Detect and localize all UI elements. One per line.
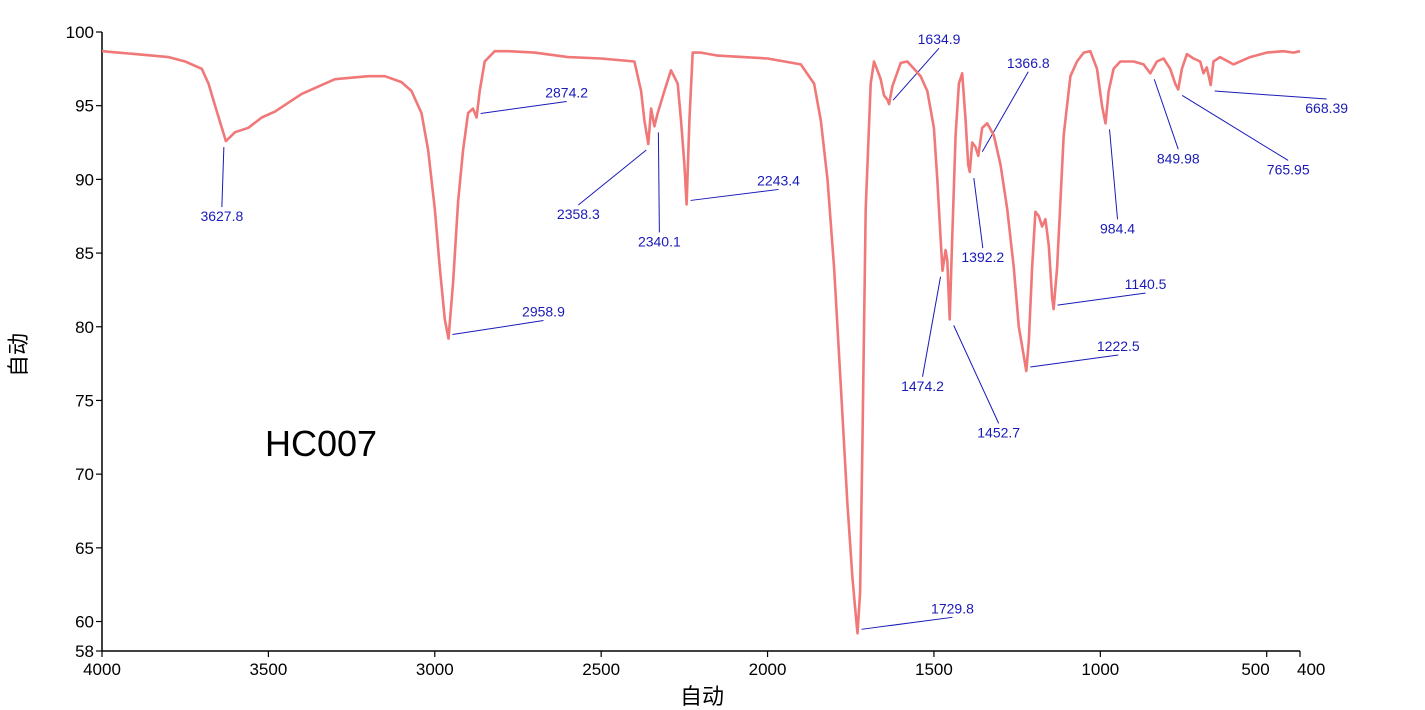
x-tick-label: 1000 xyxy=(1081,660,1119,679)
x-tick-label: 2000 xyxy=(749,660,787,679)
peak-leader-line xyxy=(1153,79,1179,150)
y-tick-label: 65 xyxy=(75,539,94,558)
spectrum-line xyxy=(101,49,1301,635)
y-tick-label: 90 xyxy=(75,170,94,189)
peak-leader-line xyxy=(892,47,940,101)
peak-leader-line xyxy=(973,177,984,249)
sample-label: HC007 xyxy=(265,423,377,464)
x-tick-label: 400 xyxy=(1297,660,1325,679)
peak-leader-lines xyxy=(221,47,1327,630)
y-tick-label: 85 xyxy=(75,244,94,263)
peak-leader-line xyxy=(578,149,647,206)
peak-leader-line xyxy=(1109,129,1119,220)
peak-leader-line xyxy=(861,616,953,630)
x-ticks: 4000 3500 3000 2500 2000 1500 1000 500 400 xyxy=(83,651,1325,679)
peak-leader-line xyxy=(1030,354,1119,368)
peak-leader-line xyxy=(981,71,1029,153)
peak-leader-line xyxy=(1057,292,1146,306)
y-ticks: 100 95 90 85 80 75 70 65 60 58 xyxy=(66,23,102,661)
peak-label: 1474.2 xyxy=(901,378,944,394)
peak-label: 2340.1 xyxy=(638,233,681,249)
x-tick-label: 3500 xyxy=(249,660,287,679)
peak-label: 1634.9 xyxy=(918,31,961,47)
peak-label: 1392.2 xyxy=(961,249,1004,265)
peak-leader-line xyxy=(922,276,942,377)
peak-label: 765.95 xyxy=(1267,161,1310,177)
peak-leader-line xyxy=(953,325,1000,424)
y-tick-label: 75 xyxy=(75,391,94,410)
peak-leader-line xyxy=(480,100,567,114)
peak-leader-line xyxy=(452,320,544,336)
peak-label: 849.98 xyxy=(1157,150,1200,166)
peak-leader-line xyxy=(1181,95,1289,161)
y-tick-label: 58 xyxy=(75,642,94,661)
peak-leader-line xyxy=(1214,90,1327,100)
peak-leader-line xyxy=(690,188,779,201)
peak-label: 1452.7 xyxy=(977,424,1020,440)
y-tick-label: 70 xyxy=(75,465,94,484)
y-axis-title: 自动 xyxy=(7,333,32,377)
y-tick-label: 100 xyxy=(66,23,94,42)
y-tick-label: 60 xyxy=(75,613,94,632)
peak-label: 2874.2 xyxy=(545,84,588,100)
peak-label: 3627.8 xyxy=(200,208,243,224)
x-tick-label: 4000 xyxy=(83,660,121,679)
peak-label: 668.39 xyxy=(1305,100,1348,116)
peak-label: 1140.5 xyxy=(1125,276,1167,292)
x-axis-title: 自动 xyxy=(680,685,724,710)
x-tick-label: 2500 xyxy=(582,660,620,679)
peak-label: 984.4 xyxy=(1100,220,1135,236)
x-tick-label: 1500 xyxy=(915,660,953,679)
y-tick-label: 80 xyxy=(75,318,94,337)
x-tick-label: 500 xyxy=(1241,660,1269,679)
peak-label: 2958.9 xyxy=(522,304,565,320)
peak-label: 1222.5 xyxy=(1097,338,1140,354)
peak-leader-line xyxy=(657,132,660,233)
peak-labels: 3627.8 2958.9 2874.2 2358.3 2340.1 2243.4 1729… xyxy=(200,31,1348,616)
y-tick-label: 95 xyxy=(75,97,94,116)
x-tick-label: 3000 xyxy=(416,660,454,679)
peak-label: 2243.4 xyxy=(757,172,800,188)
peak-label: 1729.8 xyxy=(931,600,974,616)
peak-label: 1366.8 xyxy=(1007,55,1050,71)
peak-label: 2358.3 xyxy=(557,206,600,222)
peak-leader-line xyxy=(221,147,225,208)
